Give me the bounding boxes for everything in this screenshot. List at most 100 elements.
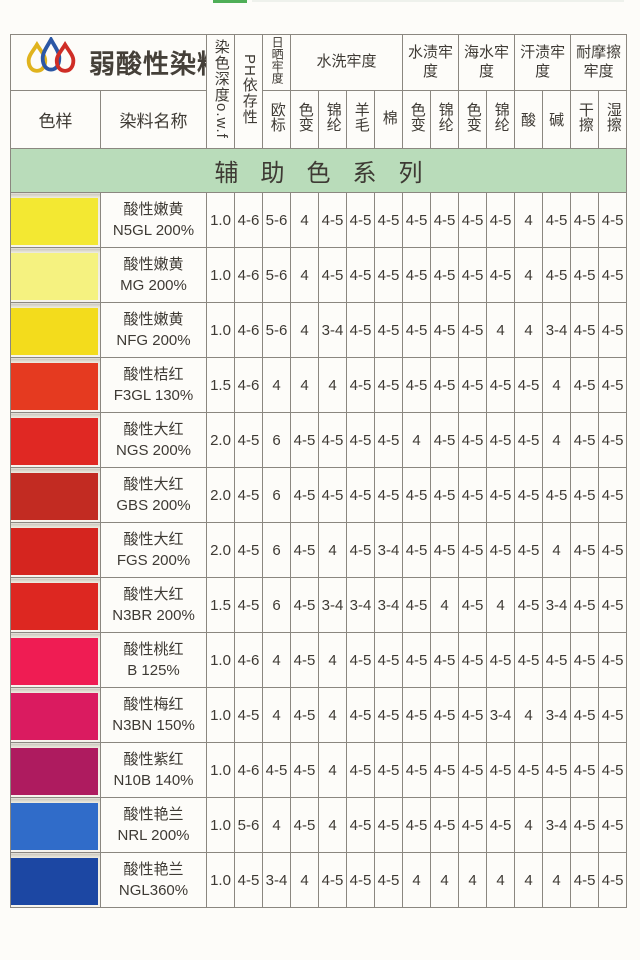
rating-cell: 4-5 <box>598 357 628 413</box>
rating-cell: 4-5 <box>570 467 600 523</box>
rating-cell: 4-5 <box>486 467 516 523</box>
rating-cell: 4 <box>458 852 488 908</box>
rating-cell: 4 <box>290 852 320 908</box>
header-sub-waterstain-colorchange: 色变 <box>402 90 432 149</box>
rating-cell: 4-5 <box>234 522 264 578</box>
dye-name-cn: 酸性桃红 <box>123 641 184 658</box>
header-dye-depth: 染色深度o.w.f <box>206 34 236 149</box>
rating-cell: 4-6 <box>234 192 264 248</box>
rating-cell: 4-5 <box>374 302 404 358</box>
rating-cell: 4-5 <box>542 632 572 688</box>
header-sub-wash-cotton: 棉 <box>374 90 404 149</box>
color-swatch-cell <box>10 852 101 908</box>
color-swatch-cell <box>10 192 101 248</box>
rating-cell: 4-5 <box>318 192 348 248</box>
rating-cell: 6 <box>262 467 292 523</box>
rating-cell: 4-5 <box>290 412 320 468</box>
rating-cell: 4-5 <box>570 522 600 578</box>
rating-cell: 4-5 <box>486 357 516 413</box>
rating-cell: 4-5 <box>514 412 544 468</box>
rating-cell: 4-5 <box>570 577 600 633</box>
dye-name-cell: 酸性大红 FGS 200% <box>99 522 208 578</box>
rating-cell: 4-5 <box>234 687 264 743</box>
rating-cell: 4-5 <box>430 302 460 358</box>
rating-cell: 4 <box>514 687 544 743</box>
rating-cell: 1.5 <box>206 357 236 413</box>
rating-cell: 4-5 <box>514 467 544 523</box>
header-light-fastness: 日晒牢度 <box>262 34 292 91</box>
color-swatch <box>11 362 98 410</box>
color-swatch-cell <box>10 247 101 303</box>
color-swatch-cell <box>10 797 101 853</box>
header-sub-persp-acid: 酸 <box>514 90 544 149</box>
rating-cell: 4 <box>318 357 348 413</box>
dye-name-cell: 酸性桔红 F3GL 130% <box>99 357 208 413</box>
rating-cell: 4 <box>514 192 544 248</box>
header-sub-seawater-nylon: 锦纶 <box>486 90 516 149</box>
color-swatch <box>11 857 98 905</box>
dye-name-cn: 酸性大红 <box>123 531 184 548</box>
table-row: 酸性桔红 F3GL 130% 1.5 4-6 4 4 4 4-5 4-5 4-5 4-5 4-5 4-5… <box>10 357 628 413</box>
rating-cell: 4-5 <box>374 192 404 248</box>
color-swatch <box>11 747 98 795</box>
rating-cell: 4-5 <box>402 687 432 743</box>
rating-cell: 4-6 <box>234 742 264 798</box>
rating-cell: 3-4 <box>542 797 572 853</box>
rating-cell: 4-5 <box>598 467 628 523</box>
rating-cell: 4-5 <box>290 742 320 798</box>
rating-cell: 4-5 <box>570 302 600 358</box>
rating-cell: 4-5 <box>430 192 460 248</box>
rating-cell: 4-6 <box>234 357 264 413</box>
rating-cell: 1.0 <box>206 742 236 798</box>
rating-cell: 4 <box>542 852 572 908</box>
rating-cell: 4-5 <box>570 852 600 908</box>
header-sub-waterstain-nylon: 锦纶 <box>430 90 460 149</box>
rating-cell: 1.0 <box>206 632 236 688</box>
rating-cell: 4-5 <box>374 247 404 303</box>
rating-cell: 3-4 <box>542 687 572 743</box>
rating-cell: 2.0 <box>206 412 236 468</box>
rating-cell: 2.0 <box>206 522 236 578</box>
dye-name-cell: 酸性梅红 N3BN 150% <box>99 687 208 743</box>
dye-fastness-table: 弱酸性染料 染色深度o.w.f PH依存性 日晒牢度 水洗牢度 水渍牢度 <box>9 34 628 908</box>
dye-code: MG 200% <box>120 277 187 294</box>
color-swatch-cell <box>10 687 101 743</box>
color-swatch-cell <box>10 357 101 413</box>
color-swatch <box>11 692 98 740</box>
dye-name-cn: 酸性大红 <box>123 476 184 493</box>
rating-cell: 4-5 <box>318 852 348 908</box>
rating-cell: 6 <box>262 412 292 468</box>
rating-cell: 3-4 <box>542 302 572 358</box>
dye-name-cell: 酸性大红 NGS 200% <box>99 412 208 468</box>
rating-cell: 4 <box>402 412 432 468</box>
rating-cell: 4-5 <box>402 357 432 413</box>
dye-code: NGS 200% <box>115 442 192 459</box>
rating-cell: 4-6 <box>234 302 264 358</box>
color-swatch-cell <box>10 577 101 633</box>
rating-cell: 4-5 <box>458 577 488 633</box>
dye-code: N3BR 200% <box>112 607 195 624</box>
rating-cell: 1.5 <box>206 577 236 633</box>
dye-code: B 125% <box>127 662 180 679</box>
rating-cell: 4-5 <box>458 467 488 523</box>
rating-cell: 4 <box>514 302 544 358</box>
dye-code: GBS 200% <box>116 497 191 514</box>
rating-cell: 4-5 <box>458 192 488 248</box>
rating-cell: 4-5 <box>346 247 376 303</box>
rating-cell: 1.0 <box>206 797 236 853</box>
dye-code: N5GL 200% <box>112 222 195 239</box>
header-sub-wash-wool: 羊毛 <box>346 90 376 149</box>
color-swatch <box>11 527 98 575</box>
rating-cell: 4-5 <box>374 412 404 468</box>
rating-cell: 4-5 <box>290 577 320 633</box>
rating-cell: 4-5 <box>570 247 600 303</box>
rating-cell: 4-5 <box>598 247 628 303</box>
rating-cell: 4-5 <box>290 522 320 578</box>
rating-cell: 4 <box>486 577 516 633</box>
rating-cell: 4-5 <box>290 687 320 743</box>
rating-cell: 4-5 <box>374 852 404 908</box>
rating-cell: 3-4 <box>346 577 376 633</box>
rating-cell: 4-5 <box>430 522 460 578</box>
rating-cell: 4-5 <box>486 247 516 303</box>
